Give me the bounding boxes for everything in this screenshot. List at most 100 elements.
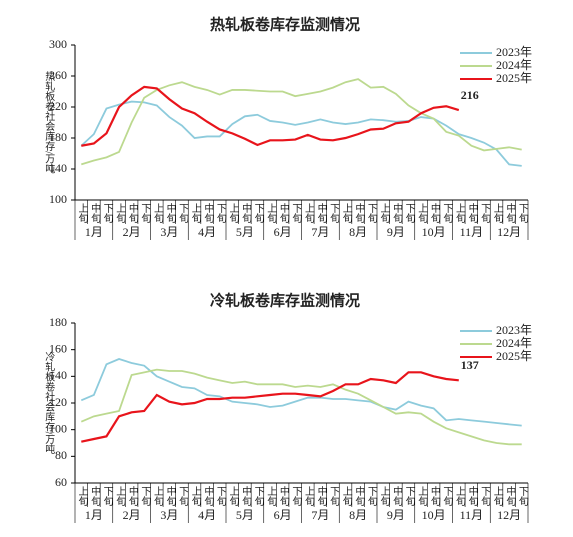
x-tick-label: 上旬 xyxy=(378,203,390,224)
legend-label: 2025年 xyxy=(496,349,532,363)
month-label: 9月 xyxy=(387,508,405,522)
x-tick-label: 上旬 xyxy=(265,486,277,507)
x-tick-label: 中旬 xyxy=(504,202,516,224)
legend-label: 2024年 xyxy=(496,336,532,350)
month-label: 4月 xyxy=(198,225,216,239)
month-label: 3月 xyxy=(160,225,178,239)
month-label: 12月 xyxy=(497,508,521,522)
y-tick-label: 80 xyxy=(55,448,67,462)
x-tick-label: 中旬 xyxy=(315,202,327,224)
line-series xyxy=(80,358,522,427)
x-tick-label: 上旬 xyxy=(227,486,239,507)
line-series xyxy=(81,371,459,443)
x-tick-label: 下旬 xyxy=(441,203,453,224)
x-tick-label: 上旬 xyxy=(416,203,428,224)
x-tick-label: 上旬 xyxy=(151,486,163,507)
x-tick-label: 上旬 xyxy=(340,486,352,507)
x-tick-label: 中旬 xyxy=(89,485,101,507)
x-tick-label: 中旬 xyxy=(428,202,440,224)
x-tick-label: 上旬 xyxy=(114,486,126,507)
x-tick-label: 中旬 xyxy=(240,485,252,507)
x-tick-label: 中旬 xyxy=(126,485,138,507)
y-tick-label: 260 xyxy=(49,68,67,82)
month-label: 12月 xyxy=(497,225,521,239)
month-label: 10月 xyxy=(422,508,446,522)
y-tick-label: 100 xyxy=(49,421,67,435)
month-label: 5月 xyxy=(236,508,254,522)
month-label: 7月 xyxy=(311,225,329,239)
x-tick-label: 下旬 xyxy=(139,486,151,507)
x-tick-label: 下旬 xyxy=(139,203,151,224)
legend-label: 2023年 xyxy=(496,323,532,337)
month-label: 4月 xyxy=(198,508,216,522)
month-label: 9月 xyxy=(387,225,405,239)
x-tick-label: 中旬 xyxy=(428,485,440,507)
month-label: 1月 xyxy=(85,508,103,522)
x-tick-label: 下旬 xyxy=(479,486,491,507)
month-label: 8月 xyxy=(349,508,367,522)
x-tick-label: 中旬 xyxy=(126,202,138,224)
y-tick-label: 300 xyxy=(49,37,67,51)
x-tick-label: 下旬 xyxy=(252,486,264,507)
x-tick-label: 中旬 xyxy=(391,485,403,507)
y-tick-label: 220 xyxy=(49,99,67,113)
legend-label: 2023年 xyxy=(496,45,532,59)
x-tick-label: 下旬 xyxy=(479,203,491,224)
x-tick-label: 上旬 xyxy=(340,203,352,224)
annotation: 216 xyxy=(461,88,479,102)
x-tick-label: 上旬 xyxy=(114,203,126,224)
x-tick-label: 上旬 xyxy=(453,203,465,224)
x-tick-label: 上旬 xyxy=(265,203,277,224)
y-tick-label: 140 xyxy=(49,368,67,382)
month-label: 11月 xyxy=(460,225,484,239)
y-tick-label: 140 xyxy=(49,161,67,175)
x-tick-label: 中旬 xyxy=(353,485,365,507)
month-label: 10月 xyxy=(422,225,446,239)
y-tick-label: 60 xyxy=(55,475,67,489)
month-label: 5月 xyxy=(236,225,254,239)
x-tick-label: 中旬 xyxy=(353,202,365,224)
x-tick-label: 上旬 xyxy=(76,486,88,507)
month-label: 2月 xyxy=(123,225,141,239)
x-tick-label: 上旬 xyxy=(378,486,390,507)
month-label: 6月 xyxy=(274,225,292,239)
x-tick-label: 下旬 xyxy=(290,486,302,507)
x-tick-label: 中旬 xyxy=(202,485,214,507)
x-tick-label: 中旬 xyxy=(391,202,403,224)
month-label: 3月 xyxy=(160,508,178,522)
y-tick-label: 180 xyxy=(49,130,67,144)
y-axis-label: 热轧板卷社会库存/万吨 xyxy=(43,70,55,174)
x-tick-label: 下旬 xyxy=(214,486,226,507)
x-tick-label: 下旬 xyxy=(365,203,377,224)
x-tick-label: 中旬 xyxy=(164,202,176,224)
x-tick-label: 中旬 xyxy=(466,202,478,224)
x-tick-label: 下旬 xyxy=(328,203,340,224)
line-series xyxy=(80,100,522,167)
x-tick-label: 上旬 xyxy=(416,486,428,507)
x-tick-label: 上旬 xyxy=(302,203,314,224)
x-tick-label: 中旬 xyxy=(277,485,289,507)
annotation: 137 xyxy=(461,358,479,372)
x-tick-label: 上旬 xyxy=(453,486,465,507)
line-series xyxy=(80,368,522,446)
y-tick-label: 100 xyxy=(49,192,67,206)
x-tick-label: 下旬 xyxy=(365,486,377,507)
y-tick-label: 160 xyxy=(49,341,67,355)
x-tick-label: 中旬 xyxy=(202,202,214,224)
y-tick-label: 120 xyxy=(49,395,67,409)
month-label: 8月 xyxy=(349,225,367,239)
x-tick-label: 下旬 xyxy=(441,486,453,507)
x-tick-label: 中旬 xyxy=(466,485,478,507)
x-tick-label: 中旬 xyxy=(240,202,252,224)
x-tick-label: 下旬 xyxy=(177,203,189,224)
x-tick-label: 下旬 xyxy=(252,203,264,224)
x-tick-label: 下旬 xyxy=(101,203,113,224)
month-label: 7月 xyxy=(311,508,329,522)
x-tick-label: 下旬 xyxy=(516,203,528,224)
month-label: 6月 xyxy=(274,508,292,522)
x-tick-label: 下旬 xyxy=(328,486,340,507)
x-tick-label: 中旬 xyxy=(164,485,176,507)
legend-label: 2024年 xyxy=(496,58,532,72)
x-tick-label: 上旬 xyxy=(189,203,201,224)
